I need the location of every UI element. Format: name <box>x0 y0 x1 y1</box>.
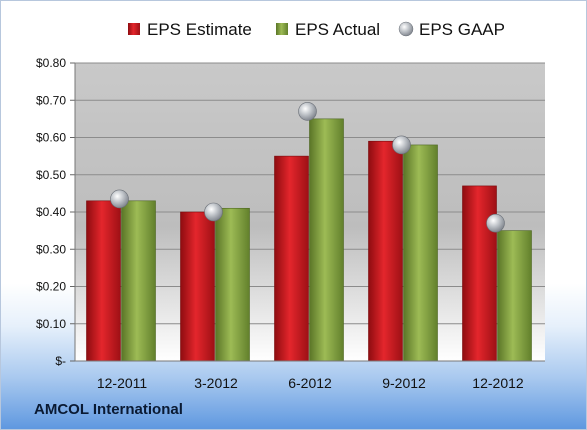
x-tick-label: 3-2012 <box>194 375 238 391</box>
eps-gaap-point <box>204 202 223 222</box>
company-name: AMCOL International <box>34 401 183 418</box>
legend-label: EPS Estimate <box>147 20 252 39</box>
legend: EPS Estimate EPS Actual EPS GAAP <box>128 20 505 39</box>
y-tick-label: $0.80 <box>36 56 66 70</box>
y-tick-label: $0.10 <box>36 317 66 331</box>
legend-swatch <box>398 21 414 37</box>
eps-estimate-bar <box>368 140 403 362</box>
legend-swatch <box>128 23 140 35</box>
y-tick-label: $0.60 <box>36 131 66 145</box>
eps-actual-bar <box>403 144 438 362</box>
eps-estimate-bar <box>274 155 309 362</box>
eps-actual-bar <box>497 230 532 362</box>
x-tick-label: 6-2012 <box>288 375 332 391</box>
eps-actual-bar <box>309 118 344 362</box>
y-tick-label: $- <box>55 354 66 368</box>
eps-gaap-point <box>486 213 505 233</box>
x-tick-label: 9-2012 <box>382 375 426 391</box>
x-tick-label: 12-2012 <box>472 375 524 391</box>
y-axis: $- $0.10 $0.20 $0.30 $0.40 $0.50 $0.60 $0.70 $0.… <box>36 56 76 368</box>
eps-actual-bar <box>121 200 156 362</box>
x-axis: 12-2011 3-2012 6-2012 9-2012 12-2012 <box>75 360 545 391</box>
legend-item: EPS Estimate <box>128 20 252 39</box>
y-tick-label: $0.50 <box>36 168 66 182</box>
legend-swatch <box>276 23 288 35</box>
y-tick-label: $0.40 <box>36 205 66 219</box>
legend-item: EPS GAAP <box>398 20 505 39</box>
legend-label: EPS GAAP <box>419 20 505 39</box>
eps-estimate-bar <box>180 211 215 362</box>
x-tick-label: 12-2011 <box>97 375 148 391</box>
y-tick-label: $0.20 <box>36 280 66 294</box>
y-tick-label: $0.30 <box>36 242 66 256</box>
eps-estimate-bar <box>462 185 497 362</box>
eps-estimate-bar <box>86 200 121 362</box>
y-tick-label: $0.70 <box>36 93 66 107</box>
bars-layer <box>86 118 532 362</box>
eps-gaap-point <box>298 102 317 121</box>
gaap-points-layer <box>110 102 505 233</box>
legend-label: EPS Actual <box>295 20 380 39</box>
eps-gaap-point <box>392 135 411 155</box>
eps-gaap-point <box>110 189 129 209</box>
eps-actual-bar <box>215 207 250 362</box>
legend-item: EPS Actual <box>276 20 380 39</box>
